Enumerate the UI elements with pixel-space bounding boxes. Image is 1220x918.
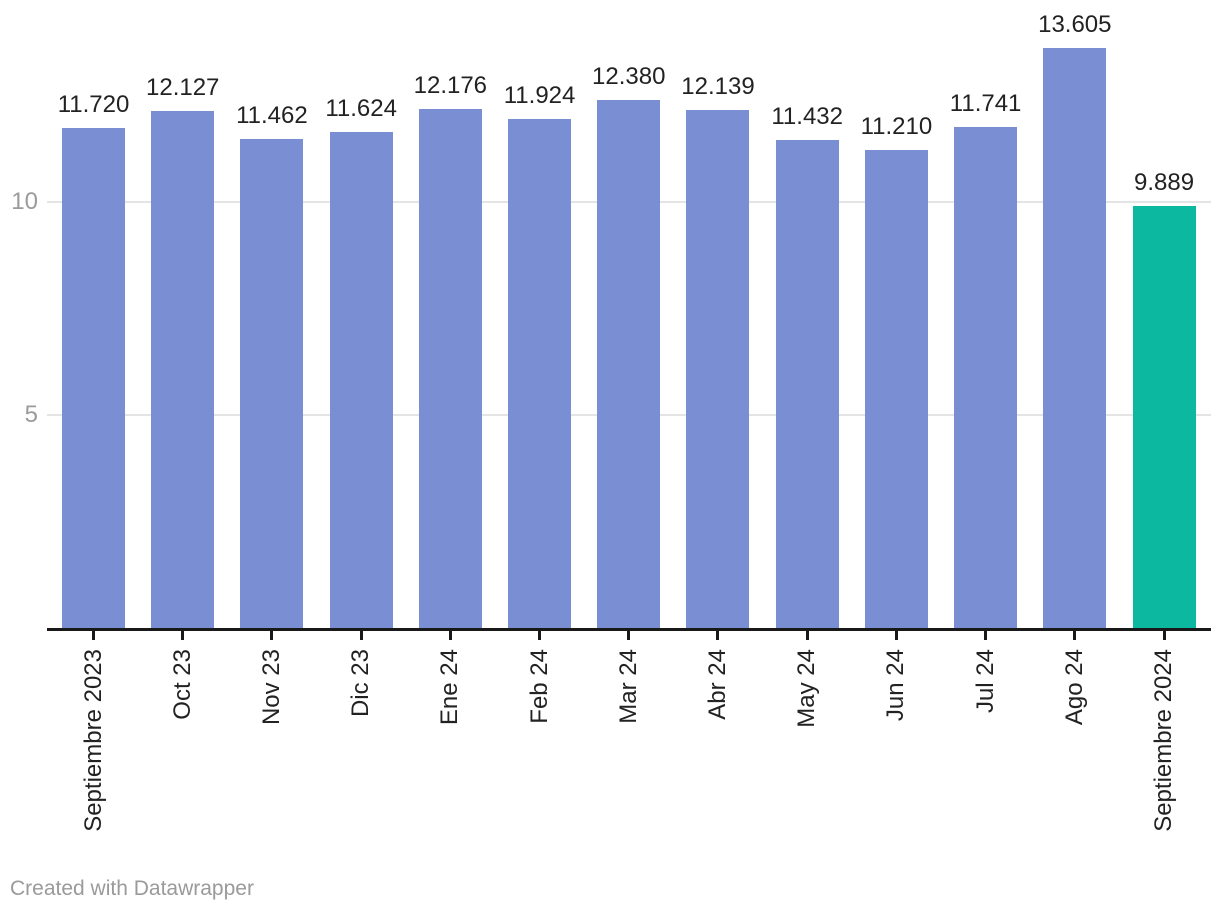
bar-value-label: 11.462: [236, 102, 308, 130]
bar-value-label: 11.741: [949, 90, 1022, 118]
bar-value-label: 13.605: [1038, 10, 1112, 38]
bar[interactable]: [151, 110, 215, 628]
x-axis-category-label-text: Abr 24: [703, 649, 731, 720]
x-axis-tick: [627, 631, 631, 640]
x-axis-tick: [805, 631, 809, 640]
x-axis-category-label-text: Septiembre 2024: [1150, 649, 1178, 832]
y-axis-tick-label: 10: [11, 187, 38, 215]
x-axis-tick: [181, 631, 185, 640]
bar[interactable]: [62, 128, 125, 628]
x-axis-tick: [984, 631, 988, 640]
x-axis-tick: [359, 631, 363, 640]
bar-value-label: 9.889: [1133, 169, 1195, 197]
bar[interactable]: [508, 119, 572, 628]
x-axis-category-label-text: Ago 24: [1060, 649, 1088, 726]
x-axis-tick: [1162, 631, 1166, 640]
bar[interactable]: [1043, 47, 1107, 628]
datawrapper-credit-link[interactable]: Created with Datawrapper: [10, 877, 254, 900]
bar-value-label: 11.924: [503, 82, 576, 110]
bar[interactable]: [597, 99, 661, 628]
x-axis-tick: [716, 631, 720, 640]
x-axis-category-label: Mar 24: [614, 649, 642, 889]
x-axis-tick: [270, 631, 274, 640]
x-axis-category-label-text: Ene 24: [436, 649, 464, 726]
x-axis-category-label: Ago 24: [1060, 649, 1088, 889]
x-axis-tick: [1073, 631, 1077, 640]
x-axis-category-label: Feb 24: [525, 649, 553, 889]
bar-value-label: 11.432: [771, 103, 843, 131]
bar-value-label: 11.210: [860, 112, 933, 140]
bar-value-label: 12.127: [146, 73, 220, 101]
bar-value-label: 12.176: [413, 71, 488, 99]
bar[interactable]: [240, 139, 304, 628]
y-axis-tick-label: 5: [24, 400, 38, 428]
bar-value-label: 11.720: [57, 91, 130, 119]
x-axis-category-label: Nov 23: [257, 649, 285, 889]
x-axis-category-label-text: Dic 23: [347, 649, 375, 718]
bar[interactable]: [418, 108, 482, 628]
bar[interactable]: [1132, 206, 1196, 628]
x-axis-category-label-text: Nov 23: [257, 649, 285, 726]
x-axis-line: [47, 628, 1211, 631]
x-axis-category-label-text: Septiembre 2023: [79, 649, 107, 832]
bar[interactable]: [686, 110, 750, 628]
x-axis-category-label: Ene 24: [436, 649, 464, 889]
x-axis-category-label: Abr 24: [703, 649, 731, 889]
x-axis-tick: [92, 631, 95, 640]
x-axis-category-label: Septiembre 2023: [79, 649, 107, 889]
x-axis-category-label: Oct 23: [168, 649, 196, 889]
bar-value-label: 12.380: [592, 62, 666, 90]
x-axis-category-label-text: Oct 23: [168, 649, 196, 720]
x-axis-category-label-text: Mar 24: [614, 649, 642, 724]
x-axis-category-label: Jun 24: [882, 649, 910, 889]
x-axis-category-label-text: Jul 24: [971, 649, 999, 714]
bar-value-label: 12.139: [681, 73, 755, 101]
x-axis-category-label: Jul 24: [971, 649, 999, 889]
x-axis-category-label-text: May 24: [793, 649, 821, 728]
bar-value-label: 11.624: [325, 95, 397, 123]
x-axis-category-label: Dic 23: [347, 649, 375, 889]
x-axis-category-label-text: Feb 24: [525, 649, 553, 724]
bar[interactable]: [775, 140, 839, 628]
x-axis-category-label: Septiembre 2024: [1150, 649, 1178, 889]
x-axis-tick: [538, 631, 542, 640]
x-axis-tick: [448, 631, 452, 640]
x-axis-category-label: May 24: [793, 649, 821, 889]
bar[interactable]: [864, 149, 928, 628]
bar[interactable]: [329, 132, 393, 628]
bar[interactable]: [954, 127, 1018, 628]
x-axis-category-label-text: Jun 24: [882, 649, 910, 722]
x-axis-tick: [894, 631, 898, 640]
